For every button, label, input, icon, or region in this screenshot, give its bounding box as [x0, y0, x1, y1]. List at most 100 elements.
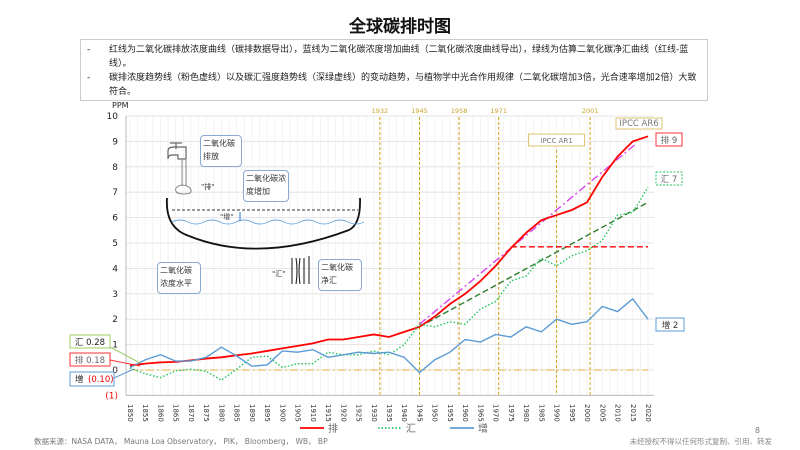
legend: 排汇增	[300, 422, 488, 435]
x-tick-label: 1895	[263, 404, 271, 422]
x-tick-label: 1880	[217, 404, 225, 422]
x-tick-label: 1900	[278, 404, 286, 422]
x-tick-label: 1915	[324, 404, 332, 422]
y-tick-label: 8	[112, 163, 118, 173]
x-tick-label: 1960	[461, 404, 469, 422]
ar6-callout-label: IPCC AR6	[619, 119, 658, 129]
x-tick-label: 1940	[400, 404, 408, 422]
ipcc-ar1-label: IPCC AR1	[540, 137, 572, 145]
marker-label-1945: 1945	[411, 107, 428, 115]
emit-end-callout-box	[655, 132, 683, 147]
y-tick-label: 7	[112, 188, 118, 198]
sink-start-callout-box	[69, 334, 111, 349]
inc-start-callout-value: (0.10)	[88, 375, 114, 385]
trendline	[419, 201, 649, 328]
marker-label-1971: 1971	[490, 107, 507, 115]
vertical-markers: 1932 1945 1958 1971 2001 IPCC AR1	[372, 107, 599, 396]
callout-increase: 二氧化碳浓度增加	[243, 170, 289, 202]
inc-start-callout-box	[69, 371, 115, 387]
y-tick-label: 3	[112, 290, 118, 300]
x-tick-label: 1990	[553, 404, 561, 422]
note-text: 红线为二氧化碳排放浓度曲线（碳排数据导出），蓝线为二氧化碳浓度增加曲线（二氧化碳…	[109, 45, 689, 69]
trendline	[419, 143, 637, 325]
emit-start-callout-box	[69, 352, 111, 367]
y-axis-label: PPM	[112, 101, 129, 110]
x-tick-label: 1995	[568, 404, 576, 422]
x-tick-label: 1930	[370, 404, 378, 422]
series-line-排	[129, 135, 649, 367]
emit-tag: "排"	[201, 182, 214, 191]
drain-icon	[291, 256, 310, 285]
note-item: - 红线为二氧化碳排放浓度曲线（碳排数据导出），蓝线为二氧化碳浓度增加曲线（二氧化…	[87, 43, 701, 71]
increase-tag: "增"	[220, 212, 233, 221]
x-tick-label: 1935	[385, 404, 393, 422]
x-tick-label: 1945	[415, 404, 423, 422]
legend-label: 增	[478, 422, 488, 435]
x-tick-label: 1975	[507, 404, 515, 422]
x-tick-label: 1890	[248, 404, 256, 422]
ipcc-ar1-box	[528, 133, 586, 147]
callout-leader	[113, 368, 135, 379]
tub-outline	[166, 197, 361, 250]
y-tick-label: 10	[107, 112, 119, 122]
y-tick-label: 0	[112, 366, 118, 376]
legend-label: 排	[328, 422, 338, 435]
x-tick-label: 2020	[644, 404, 652, 422]
x-tick-label: 1865	[172, 404, 180, 422]
emit-end-callout-label: 排 9	[661, 135, 678, 146]
y-tick-label: 2	[112, 315, 118, 325]
note-item: - 碳排浓度趋势线（粉色虚线）以及碳汇强度趋势线（深绿虚线）的变动趋势，与植物学中…	[87, 71, 701, 99]
y-tick-label: (1)	[105, 391, 118, 401]
y-tick-label: 5	[112, 239, 118, 249]
y-tick-label: 9	[112, 137, 118, 147]
callout-leader	[109, 359, 141, 367]
x-tick-label: 1885	[233, 404, 241, 422]
callout-leader	[109, 346, 141, 364]
marker-label-2001: 2001	[582, 107, 599, 115]
x-tick-label: 1875	[202, 404, 210, 422]
bullet: -	[87, 45, 91, 55]
series-line-汇	[129, 186, 649, 381]
sink-end-callout-label: 汇 7	[661, 175, 678, 185]
legend-label: 汇	[406, 422, 416, 435]
x-tick-label: 1950	[431, 404, 439, 422]
x-tick-label: 1985	[537, 404, 545, 422]
x-tick-label: 1980	[522, 404, 530, 422]
callout-level: 二氧化碳浓度水平	[157, 262, 201, 294]
x-tick-label: 2015	[629, 404, 637, 422]
emit-start-callout-label: 排 0.18	[75, 355, 105, 366]
x-tick-label: 1905	[294, 404, 302, 422]
inc-start-callout-label: 增	[75, 374, 84, 385]
notes-box: - 红线为二氧化碳排放浓度曲线（碳排数据导出），蓝线为二氧化碳浓度增加曲线（二氧化…	[80, 39, 708, 101]
x-tick-label: 2005	[598, 404, 606, 422]
marker-label-1958: 1958	[451, 107, 468, 115]
sink-tag: "汇"	[272, 270, 285, 278]
series	[129, 135, 649, 381]
bullet: -	[87, 73, 91, 83]
x-tick-label: 1850	[126, 404, 134, 422]
inc-end-callout-label: 增 2	[662, 320, 679, 331]
y-tick-label: 6	[112, 214, 118, 224]
ar6-callout-box	[615, 117, 663, 130]
x-tick-label: 1910	[309, 404, 317, 422]
x-tick-label: 2010	[614, 404, 622, 422]
x-tick-label: 1860	[156, 404, 164, 422]
y-tick-label: 1	[112, 341, 118, 351]
note-text: 碳排浓度趋势线（粉色虚线）以及碳汇强度趋势线（深绿虚线）的变动趋势，与植物学中光…	[109, 73, 697, 97]
bathtub-diagram: "排" "增" "汇"	[166, 142, 365, 285]
page-number: 8	[754, 426, 760, 435]
x-tick-label: 1855	[141, 404, 149, 422]
x-tick-label: 1870	[187, 404, 195, 422]
x-tick-label: 1955	[446, 404, 454, 422]
x-tick-label: 1925	[355, 404, 363, 422]
callout-emission: 二氧化碳排放	[200, 135, 242, 167]
x-tick-label: 1920	[339, 404, 347, 422]
copyright-notice: 未经授权不得以任何形式复制、引用、转发	[629, 437, 773, 446]
series-line-增	[129, 297, 649, 374]
faucet-icon	[167, 142, 192, 195]
marker-label-1932: 1932	[372, 107, 389, 115]
x-tick-label: 1970	[492, 404, 500, 422]
